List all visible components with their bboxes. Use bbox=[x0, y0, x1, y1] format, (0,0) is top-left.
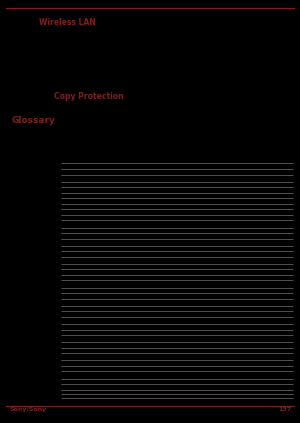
Text: Wireless LAN: Wireless LAN bbox=[39, 18, 96, 27]
Text: Glossary: Glossary bbox=[12, 116, 56, 125]
Text: Copy Protection: Copy Protection bbox=[54, 92, 124, 101]
Text: 137: 137 bbox=[278, 407, 291, 412]
Text: Sony/Sony: Sony/Sony bbox=[9, 407, 46, 412]
